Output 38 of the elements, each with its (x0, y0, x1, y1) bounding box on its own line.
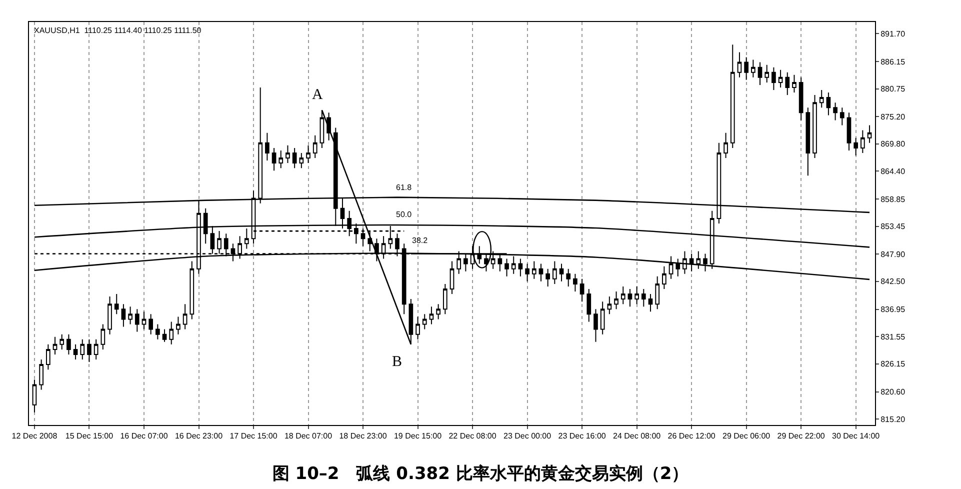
x-tick-label: 16 Dec 07:00 (120, 432, 168, 441)
y-tick-label: 815.20 (880, 414, 906, 424)
y-tick-label: 891.70 (880, 29, 906, 38)
annotation: 61.8 (396, 183, 412, 192)
annotation: 50.0 (396, 210, 412, 219)
x-tick-label: 16 Dec 23:00 (174, 432, 224, 441)
y-tick-label: 847.90 (880, 250, 906, 260)
y-tick-label: 880.75 (880, 84, 906, 94)
x-tick-label: 26 Dec 12:00 (668, 432, 716, 441)
x-tick-label: 15 Dec 15:00 (65, 432, 114, 441)
y-tick-label: 875.20 (880, 112, 906, 122)
x-tick-label: 23 Dec 16:00 (558, 432, 606, 441)
x-tick-label: 29 Dec 22:00 (777, 432, 826, 441)
y-tick-label: 820.60 (880, 388, 906, 397)
y-tick-label: 864.40 (880, 166, 906, 176)
x-tick-label: 23 Dec 00:00 (503, 432, 552, 441)
annotation: 38.2 (412, 236, 428, 245)
y-tick-label: 886.15 (880, 57, 906, 66)
y-tick-label: 826.15 (880, 360, 906, 369)
x-tick-label: 12 Dec 2008 (12, 432, 58, 441)
annotation: XAUUSD,H1 1110.25 1114.40 1110.25 1111.50 (34, 26, 202, 35)
x-tick-label: 22 Dec 08:00 (448, 432, 497, 441)
x-tick-label: 18 Dec 23:00 (339, 432, 388, 441)
annotation: A (312, 87, 323, 103)
x-tick-label: 30 Dec 14:00 (832, 432, 880, 441)
y-tick-label: 853.45 (880, 222, 906, 232)
y-tick-label: 869.80 (880, 140, 906, 149)
annotation: B (392, 354, 402, 370)
x-tick-label: 24 Dec 08:00 (613, 432, 662, 441)
x-tick-label: 29 Dec 06:00 (722, 432, 771, 441)
y-tick-label: 831.55 (880, 332, 906, 342)
text: 图 10–2 弧线 0.382 比率水平的黄金交易实例（2） (272, 464, 689, 484)
x-tick-label: 17 Dec 15:00 (230, 432, 278, 441)
y-tick-label: 842.50 (880, 277, 906, 286)
y-tick-label: 836.95 (880, 305, 906, 314)
x-tick-label: 18 Dec 07:00 (284, 432, 333, 441)
y-tick-label: 858.85 (880, 194, 906, 204)
x-tick-label: 19 Dec 15:00 (394, 432, 442, 441)
